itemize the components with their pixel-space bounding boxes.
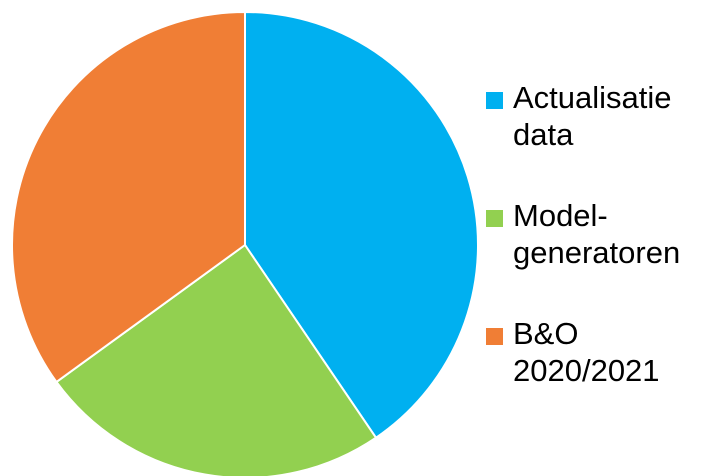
pie-slice-bo-2020-2021 [11, 10, 246, 384]
pie-slice-actualisatie-data [244, 10, 479, 440]
legend-swatch-actualisatie-data [486, 92, 503, 109]
legend-item-bo-2020-2021: B&O 2020/2021 [486, 315, 714, 433]
legend-swatch-modelgeneratoren [486, 210, 503, 227]
legend-swatch-bo-2020-2021 [486, 328, 503, 345]
legend-label-modelgeneratoren: Model- generatoren [513, 198, 681, 270]
pie-slice-modelgeneratoren [55, 243, 378, 476]
legend-label-bo-2020-2021: B&O 2020/2021 [513, 316, 660, 388]
chart-legend: Actualisatie data Model- generatoren B&O… [486, 79, 714, 433]
legend-label-actualisatie-data: Actualisatie data [513, 80, 672, 152]
legend-item-modelgeneratoren: Model- generatoren [486, 197, 714, 315]
legend-item-actualisatie-data: Actualisatie data [486, 79, 714, 197]
